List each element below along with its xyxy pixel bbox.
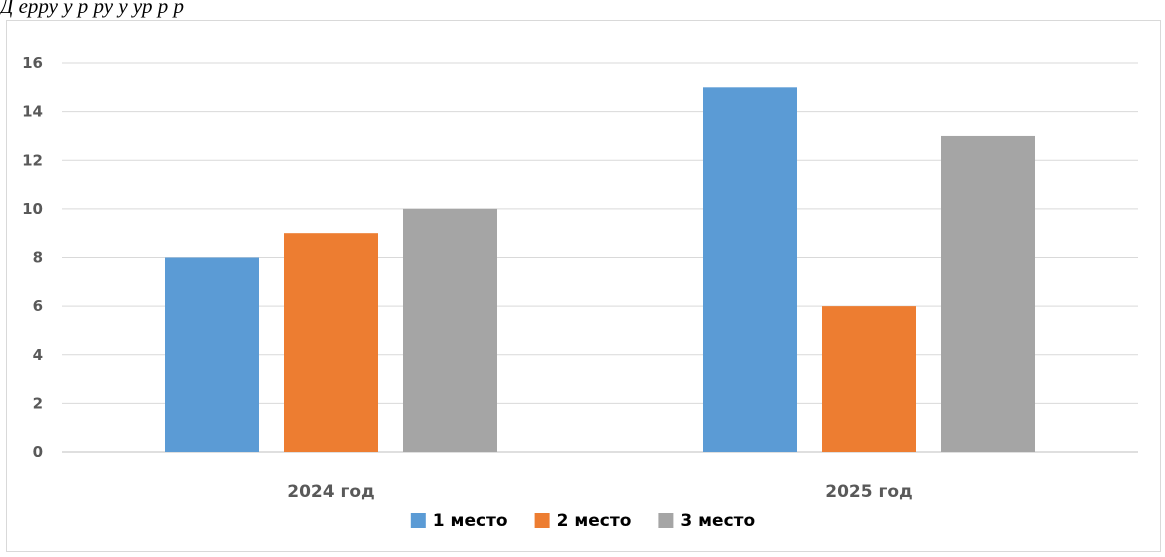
bar-1-место-0 [165, 257, 259, 452]
y-tick-label: 10 [22, 200, 43, 218]
header-cropped-text: Д ерру у р ру у ур р р [0, 0, 184, 18]
x-category-label: 2025 год [825, 482, 913, 502]
y-tick-label: 14 [22, 103, 43, 121]
bar-3-место-1 [941, 135, 1035, 452]
y-tick-label: 0 [33, 443, 43, 461]
bar-2-место-0 [284, 233, 378, 452]
legend-swatch [534, 513, 550, 528]
legend-swatch [658, 513, 674, 528]
legend-label: 2 место [557, 511, 632, 531]
legend-swatch [410, 513, 426, 528]
bar-3-место-0 [403, 208, 497, 452]
y-tick-label: 8 [33, 249, 43, 267]
y-tick-label: 12 [22, 151, 43, 169]
bar-2-место-1 [822, 306, 916, 452]
chart-frame [6, 20, 1161, 552]
legend: 1 место 2 место 3 место [410, 511, 755, 531]
y-axis-tick-labels: 0 2 4 6 8 10 12 14 16 [22, 54, 43, 461]
bar-1-место-1 [703, 87, 797, 452]
x-axis-category-labels: 2024 год 2025 год [287, 482, 913, 502]
y-tick-label: 6 [33, 297, 43, 315]
x-category-label: 2024 год [287, 482, 375, 502]
y-tick-label: 4 [33, 346, 43, 364]
y-tick-label: 16 [22, 54, 43, 72]
legend-label: 3 место [680, 511, 755, 531]
legend-label: 1 место [433, 511, 508, 531]
y-tick-label: 2 [33, 394, 43, 412]
bars [165, 87, 1035, 452]
